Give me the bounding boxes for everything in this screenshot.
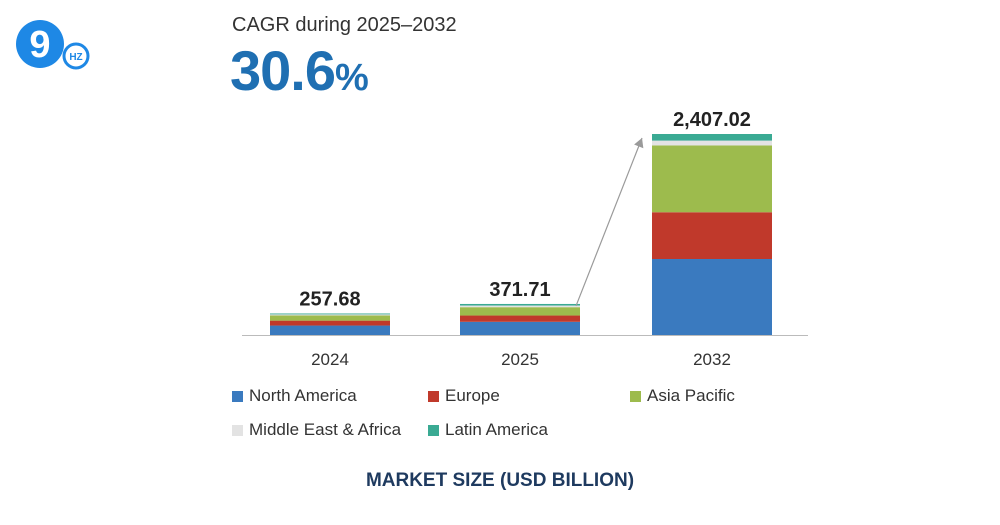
legend-item-asia-pacific: Asia Pacific [630, 386, 735, 406]
legend-label: Middle East & Africa [249, 420, 402, 439]
logo-circle-icon [16, 20, 64, 68]
legend-swatch [428, 424, 439, 436]
legend-swatch [232, 390, 243, 402]
logo-glyph: 9 [29, 24, 50, 66]
bar-segment-2025-north-america [460, 321, 580, 335]
logo-badge-text: HZ [69, 52, 82, 63]
x-tick-label-2024: 2024 [311, 350, 349, 369]
bar-segment-2032-asia-pacific [652, 145, 772, 213]
legend-label: North America [249, 386, 357, 405]
labels-group: 257.68 2024 371.71 2025 2,407.02 2032 [299, 109, 751, 369]
cagr-number: 30.6 [230, 39, 336, 102]
bar-segment-2025-middle-east-africa [460, 305, 580, 308]
bar-segment-2024-latin-america [270, 313, 390, 315]
bar-segment-2025-europe [460, 315, 580, 322]
bar-segment-2024-europe [270, 320, 390, 326]
x-tick-label-2025: 2025 [501, 350, 539, 369]
logo-badge-icon [62, 42, 90, 70]
bar-segment-2025-latin-america [460, 303, 580, 306]
growth-arrow [575, 137, 644, 307]
legend-item-middle-east-africa: Middle East & Africa [232, 420, 401, 440]
x-axis-title: MARKET SIZE (USD BILLION) [365, 470, 635, 491]
legend-swatch [630, 390, 641, 402]
cagr-label: CAGR during 2025–2032 [232, 14, 457, 36]
total-label-2024: 257.68 [299, 288, 360, 310]
cagr-unit: % [335, 57, 369, 99]
bar-segment-2032-europe [652, 212, 772, 260]
legend-label: Europe [445, 386, 500, 405]
bars-group [270, 134, 772, 335]
bar-segment-2024-asia-pacific [270, 315, 390, 321]
bar-segment-2025-asia-pacific [460, 307, 580, 316]
bar-segment-2032-latin-america [652, 134, 772, 141]
bar-segment-2024-north-america [270, 325, 390, 335]
legend-swatch [428, 390, 439, 402]
bar-segment-2024-middle-east-africa [270, 314, 390, 316]
growth-arrow-line [575, 137, 643, 307]
growth-arrow-head-icon [634, 138, 644, 149]
bar-segment-2032-north-america [652, 259, 772, 335]
legend-item-latin-america: Latin America [428, 420, 548, 440]
cagr-value: 30.6% [230, 38, 369, 103]
legend-swatch [232, 424, 243, 436]
x-tick-label-2032: 2032 [693, 350, 731, 369]
legend-label: Latin America [445, 420, 548, 439]
total-label-2032: 2,407.02 [673, 109, 751, 131]
company-logo: 9 HZ [16, 20, 90, 70]
legend-item-europe: Europe [428, 386, 500, 406]
legend-label: Asia Pacific [647, 386, 735, 405]
legend-item-north-america: North America [232, 386, 357, 406]
bar-segment-2032-middle-east-africa [652, 140, 772, 146]
total-label-2025: 371.71 [489, 279, 550, 301]
